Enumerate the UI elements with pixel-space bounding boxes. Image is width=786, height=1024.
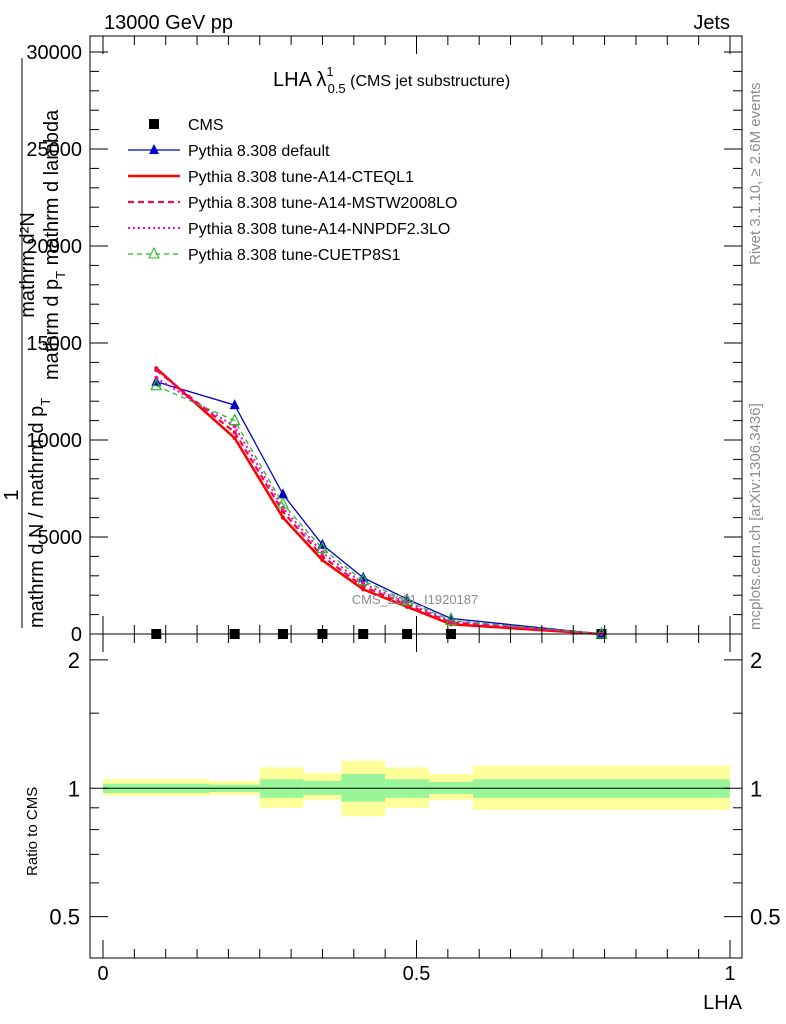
cuetp8s1-point xyxy=(316,541,329,554)
ratio-ytick-label: 0.5 xyxy=(49,905,80,930)
legend-marker-cms xyxy=(149,119,159,129)
mstw-point xyxy=(154,368,159,373)
cuetp8s1-point xyxy=(401,593,414,606)
main-series-layer xyxy=(150,366,608,639)
series-line-cteql1 xyxy=(155,367,602,636)
ratio-bands-layer xyxy=(103,760,730,817)
legend-marker-default xyxy=(149,144,159,154)
side-text-bottom: mcplots.cern.ch [arXiv:1306.3436] xyxy=(747,403,764,630)
cteql1-point xyxy=(361,587,366,592)
cuetp8s1-point xyxy=(357,573,370,586)
series-line-mstw xyxy=(155,369,602,636)
ratio-plot-area: 0.5 0.5 1 1 2 2 0 0.5 1 Ratio to CMS LHA xyxy=(24,633,781,1014)
cuetp8s1-point xyxy=(228,413,241,426)
ylabel-denominator-sub: T xyxy=(38,398,53,406)
ratio-ytick-label: 1 xyxy=(68,776,80,801)
header-right-label: Jets xyxy=(693,12,730,34)
legend-label: Pythia 8.308 tune-A14-CTEQL1 xyxy=(188,169,414,186)
ratio-ytick-label-right: 2 xyxy=(750,648,762,673)
ylabel-denominator: mathrm d N / mathrm d pT xyxy=(26,398,53,628)
default-point xyxy=(358,571,369,582)
series-line-default xyxy=(156,381,602,635)
side-text-top: Rivet 3.1.10, ≥ 2.6M events xyxy=(747,83,764,266)
legend-label: Pythia 8.308 tune-A14-MSTW2008LO xyxy=(188,195,457,212)
main-ytick-label: 30000 xyxy=(26,42,82,64)
ratio-ytick-label: 2 xyxy=(68,648,80,673)
cteql1-point xyxy=(232,436,237,441)
watermark: CMS_2021_I1920187 xyxy=(352,592,479,607)
main-ytick-label: 10000 xyxy=(26,430,82,452)
default-point xyxy=(277,488,288,499)
main-ytick-label: 15000 xyxy=(26,333,82,355)
main-ytick-label: 5000 xyxy=(38,527,83,549)
main-ytick-label: 20000 xyxy=(26,236,82,258)
legend-marker-cuetp8s1 xyxy=(148,246,160,259)
ylabel-line2-sub: T xyxy=(53,271,68,279)
ylabel-numerator: 1 xyxy=(1,489,23,500)
nnpdf-point xyxy=(154,375,159,380)
ratio-ytick-label-right: 1 xyxy=(750,776,762,801)
mstw-point xyxy=(320,554,325,559)
series-line-nnpdf xyxy=(155,377,602,635)
ylabel-denominator-top: mathrm d pT mathrm d lambda xyxy=(41,109,68,380)
legend-label: Pythia 8.308 tune-A14-NNPDF2.3LO xyxy=(188,221,450,238)
legend: CMS Pythia 8.308 default Pythia 8.308 tune… xyxy=(128,117,457,264)
main-ytick-label: 0 xyxy=(71,624,82,646)
plot-title-suffix: (CMS jet substructure) xyxy=(346,73,510,90)
main-plot-area: 0 5000 10000 15000 20000 25000 30000 CMS Pythia… xyxy=(26,35,743,646)
mstw-point xyxy=(232,430,237,435)
default-point xyxy=(229,399,240,410)
cteql1-point xyxy=(320,558,325,563)
ratio-ylabel: Ratio to CMS xyxy=(24,787,41,876)
ylabel-denominator-main: mathrm d N / mathrm d p xyxy=(26,406,48,628)
header-left-label: 13000 GeV pp xyxy=(104,12,233,34)
mstw-point xyxy=(361,584,366,589)
ylabel-line2: mathrm d p xyxy=(41,279,63,380)
ratio-ytick-label-right: 0.5 xyxy=(750,905,781,930)
cuetp8s1-point xyxy=(276,496,289,509)
plot-title-sup: 1 xyxy=(326,64,333,79)
nnpdf-point xyxy=(232,424,237,429)
legend-label: Pythia 8.308 tune-CUETP8S1 xyxy=(188,247,401,264)
ylabel-line2-rest: mathrm d lambda xyxy=(41,109,63,271)
ylabel-numerator-top: mathrm d²N xyxy=(17,212,39,318)
mstw-point xyxy=(280,509,285,514)
ylabel-line1: mathrm d²N xyxy=(17,212,39,318)
ratio-xtick-label: 0 xyxy=(97,963,108,985)
xlabel: LHA xyxy=(703,992,743,1014)
cuetp8s1-point xyxy=(150,378,163,391)
series-line-cuetp8s1 xyxy=(156,385,602,635)
plot-title-sub: 0.5 xyxy=(328,81,346,96)
ratio-axis-ticks: 0.5 0.5 1 1 2 2 0 0.5 1 xyxy=(49,634,781,985)
ratio-xtick-label: 0.5 xyxy=(403,963,431,985)
main-ytick-label: 25000 xyxy=(26,139,82,161)
cuetp8s1-point xyxy=(595,626,608,639)
cteql1-point xyxy=(280,515,285,520)
main-axis-ticks: 0 5000 10000 15000 20000 25000 30000 xyxy=(26,36,742,646)
plot-title: LHA λ1 0.5 (CMS jet substructure) xyxy=(273,64,510,96)
plot-title-main: LHA λ xyxy=(273,69,326,91)
cuetp8s1-point xyxy=(445,613,457,626)
ratio-xtick-label: 1 xyxy=(724,963,735,985)
legend-label: Pythia 8.308 default xyxy=(188,143,330,160)
main-ylabel: mathrm d²N mathrm d pT mathrm d lambda 1… xyxy=(1,58,68,628)
legend-label: CMS xyxy=(188,117,224,134)
